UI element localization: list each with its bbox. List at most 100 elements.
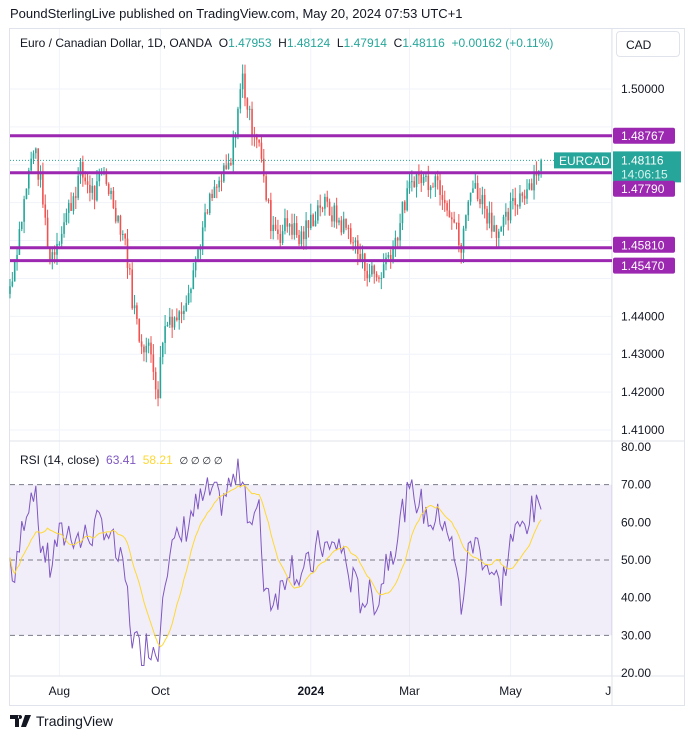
candle: [9, 279, 11, 299]
candle: [368, 263, 371, 283]
candle: [164, 315, 166, 355]
candle: [96, 169, 98, 202]
candle: [448, 199, 451, 218]
candle: [72, 192, 75, 215]
candle: [20, 221, 23, 232]
candle: [396, 236, 399, 248]
candle: [241, 64, 244, 98]
candle: [114, 200, 117, 224]
rsi-tick-label: 30.00: [621, 628, 651, 642]
candle: [335, 197, 338, 229]
price-tick-label: 1.44000: [621, 309, 665, 323]
candle: [258, 139, 260, 147]
candle: [147, 338, 150, 354]
time-axis-label: Aug: [49, 684, 70, 698]
candle: [382, 253, 385, 279]
symbol-legend: Euro / Canadian Dollar, 1D, OANDA O1.479…: [20, 36, 553, 50]
candle: [279, 224, 282, 248]
candle: [354, 237, 357, 254]
currency-button[interactable]: CAD: [616, 31, 680, 57]
candle: [441, 185, 444, 210]
candle: [342, 211, 345, 235]
candle: [521, 191, 524, 203]
candle: [159, 345, 162, 399]
candle: [312, 213, 314, 227]
candle: [399, 213, 401, 248]
candle: [455, 222, 458, 230]
candle: [136, 302, 138, 325]
candle: [133, 294, 136, 315]
candle: [371, 259, 373, 277]
candle: [230, 158, 232, 167]
time-axis-label: May: [499, 684, 522, 698]
candle: [328, 198, 331, 216]
candle: [498, 228, 500, 247]
candle: [176, 308, 178, 322]
candle: [248, 105, 251, 121]
candle: [408, 173, 411, 194]
candle: [305, 212, 307, 250]
tradingview-logo-icon: [10, 715, 31, 727]
candle: [107, 182, 110, 196]
candle: [173, 316, 176, 330]
candle: [462, 225, 465, 264]
candle: [349, 223, 352, 245]
open-value: 1.47953: [228, 36, 272, 50]
rsi-tick-label: 40.00: [621, 591, 651, 605]
candle: [375, 271, 378, 282]
candle: [288, 222, 291, 236]
candle: [185, 295, 188, 312]
candle: [321, 206, 324, 213]
candle: [540, 158, 542, 178]
candle: [415, 173, 418, 198]
price-tick-label: 1.42000: [621, 385, 665, 399]
level-price-text: 1.45810: [621, 238, 665, 252]
chart-frame[interactable]: [9, 28, 685, 706]
candle: [314, 211, 317, 227]
candle: [42, 162, 44, 208]
candle: [169, 307, 171, 329]
candle: [270, 192, 272, 240]
rsi-tick-label: 50.00: [621, 553, 651, 567]
candle: [161, 341, 164, 365]
close-value: 1.48116: [402, 36, 445, 50]
candle: [500, 225, 502, 232]
tradingview-logo[interactable]: TradingView: [10, 713, 113, 729]
candle: [46, 209, 49, 249]
rsi-ma-value: 58.21: [142, 453, 173, 467]
candle: [378, 275, 380, 283]
candle: [406, 180, 408, 212]
candle: [154, 367, 157, 400]
candle: [79, 158, 82, 184]
candle: [117, 215, 119, 224]
candle: [446, 200, 448, 217]
candle: [502, 214, 505, 236]
candle: [481, 186, 484, 215]
candle: [333, 202, 336, 228]
rsi-tick-label: 60.00: [621, 515, 651, 529]
candle: [319, 194, 321, 217]
candle: [35, 147, 37, 159]
candle: [467, 199, 470, 222]
candle: [39, 165, 42, 188]
candle: [274, 216, 277, 232]
candle: [298, 229, 300, 247]
level-price-text: 1.45470: [621, 259, 665, 273]
candle: [44, 194, 47, 226]
level-price-label: [613, 236, 675, 253]
candle: [129, 263, 131, 276]
level-price-label: [613, 180, 675, 197]
rsi-tick-label: 20.00: [621, 666, 651, 680]
candle: [490, 201, 493, 239]
level-price-text: 1.48767: [621, 129, 665, 143]
candle: [67, 199, 70, 224]
current-price-label: [613, 151, 681, 183]
candle: [413, 176, 415, 188]
candle: [302, 226, 305, 250]
candle: [16, 246, 18, 271]
candle: [458, 214, 460, 253]
candle: [404, 200, 406, 214]
candle: [206, 209, 209, 215]
candle: [429, 185, 432, 199]
